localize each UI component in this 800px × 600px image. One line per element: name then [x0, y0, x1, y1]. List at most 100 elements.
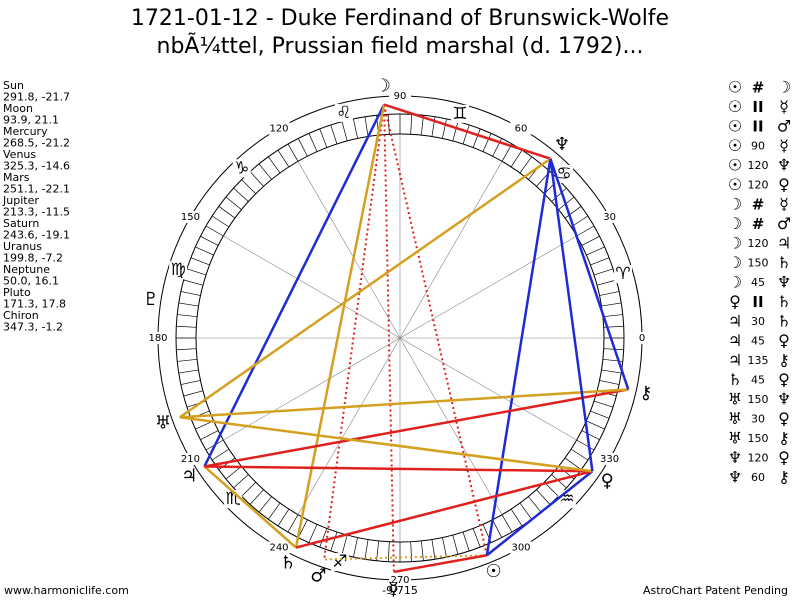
planet-glyph: ☿	[388, 579, 399, 600]
degree-label: 120	[269, 123, 288, 134]
hatch	[519, 502, 532, 520]
hatch	[462, 531, 470, 552]
hatch	[564, 206, 582, 219]
hatch	[195, 246, 214, 256]
aspect-line	[204, 465, 593, 473]
aspect-planet: ♅	[728, 409, 742, 428]
aspect-type: 30	[751, 315, 765, 328]
hatch	[183, 390, 204, 397]
hatch	[277, 149, 290, 168]
aspect-planet: ♃	[728, 312, 742, 331]
aspect-planet: ♀	[778, 370, 790, 389]
hatch	[364, 116, 369, 137]
hatch	[576, 225, 595, 237]
planet-coords: 213.3, -11.5	[3, 206, 70, 219]
hatch	[581, 430, 600, 441]
aspect-planet: ♃	[728, 351, 742, 370]
planet-name: Chiron	[3, 309, 39, 322]
degree-label: 0	[639, 333, 645, 344]
planet-glyph: ♅	[155, 412, 171, 433]
hatch	[452, 534, 459, 555]
aspect-planet: ♄	[777, 253, 791, 272]
spoke	[223, 235, 577, 441]
hatch	[287, 143, 299, 162]
planet-glyph: ♇	[143, 289, 159, 310]
label-bg	[389, 574, 411, 586]
label-bg	[510, 122, 532, 135]
hatch	[410, 114, 413, 135]
aspect-line	[203, 103, 386, 468]
planet-coords: 93.9, 21.1	[3, 114, 59, 127]
hatch	[431, 539, 436, 560]
hatch	[177, 314, 198, 318]
hatch	[277, 508, 290, 527]
aspect-planet: ☉	[728, 97, 742, 116]
aspect-planet: ⚷	[778, 351, 790, 370]
aspect-line	[294, 104, 386, 548]
aspect-planet: ♀	[729, 292, 741, 311]
sign-bg	[169, 261, 188, 280]
aspect-line	[393, 554, 488, 574]
aspect-type: #	[752, 79, 765, 97]
planet-glyph: ♃	[181, 465, 197, 486]
hatch	[353, 118, 358, 139]
aspect-line	[295, 470, 593, 549]
hatch	[180, 380, 201, 385]
aspect-planet: ♀	[778, 409, 790, 428]
hatch	[586, 420, 605, 430]
hatch	[581, 235, 600, 246]
aspect-type: 45	[751, 335, 765, 348]
planet-glyph: ☉	[486, 561, 502, 582]
hatch	[528, 496, 542, 513]
aspect-planet: ♀	[778, 175, 790, 194]
planet-glyph: ♄	[280, 553, 296, 574]
hatch	[341, 534, 348, 555]
planet-glyph: ♂	[310, 565, 326, 586]
aspect-planet: ☉	[728, 175, 742, 194]
aspect-planet: ♄	[777, 312, 791, 331]
hatch	[200, 430, 219, 441]
planet-coords: 243.6, -19.1	[3, 229, 70, 242]
aspect-type: II	[752, 118, 763, 136]
aspect-planet: ♄	[777, 292, 791, 311]
hatch	[268, 156, 281, 174]
aspect-planet: ☉	[728, 156, 742, 175]
degree-label: 90	[394, 91, 407, 102]
hatch	[564, 457, 582, 470]
hatch	[420, 540, 424, 561]
planet-glyph: ♆	[554, 134, 570, 155]
hatch	[510, 149, 523, 168]
aspect-planet: ♆	[777, 273, 791, 292]
hatch	[353, 537, 358, 558]
hatch	[225, 466, 242, 480]
hatch	[364, 539, 369, 560]
aspect-line	[383, 104, 488, 556]
hatch	[341, 121, 348, 142]
hatch	[176, 348, 197, 351]
hatch	[211, 215, 230, 228]
planet-name: Jupiter	[2, 194, 39, 207]
aspect-type: 120	[748, 179, 769, 192]
hatch	[593, 268, 614, 276]
label-bg	[510, 541, 532, 554]
aspect-line	[179, 157, 552, 419]
footer-right: AstroChart Patent Pending	[643, 584, 788, 597]
label-bg	[631, 332, 653, 344]
label-bg	[268, 541, 290, 554]
aspect-line	[383, 103, 551, 160]
zodiac-sign: ♌	[336, 103, 351, 123]
hatch	[462, 124, 470, 145]
planet-name: Pluto	[3, 286, 31, 299]
aspect-line	[179, 388, 629, 419]
aspect-planet: ☉	[728, 117, 742, 136]
planet-coords: 291.8, -21.7	[3, 91, 70, 104]
aspect-type: 150	[748, 432, 769, 445]
hatch	[258, 496, 272, 513]
hatch	[241, 482, 256, 497]
label-bg	[147, 332, 169, 344]
hatch	[519, 156, 532, 174]
hatch	[536, 489, 551, 505]
aspect-planet: ☽	[728, 195, 742, 214]
hatch	[249, 489, 264, 505]
